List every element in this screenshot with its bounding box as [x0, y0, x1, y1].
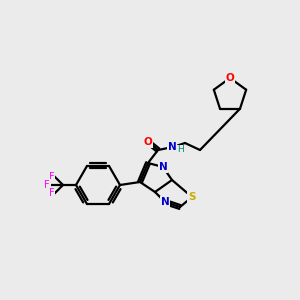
Text: O: O — [144, 137, 152, 147]
Text: S: S — [188, 192, 196, 202]
Text: F: F — [49, 188, 54, 199]
Text: F: F — [44, 180, 50, 190]
Text: O: O — [226, 73, 234, 83]
Text: H: H — [178, 146, 184, 154]
Text: N: N — [159, 162, 167, 172]
Text: N: N — [160, 197, 169, 207]
Text: N: N — [168, 142, 176, 152]
Text: F: F — [49, 172, 54, 182]
